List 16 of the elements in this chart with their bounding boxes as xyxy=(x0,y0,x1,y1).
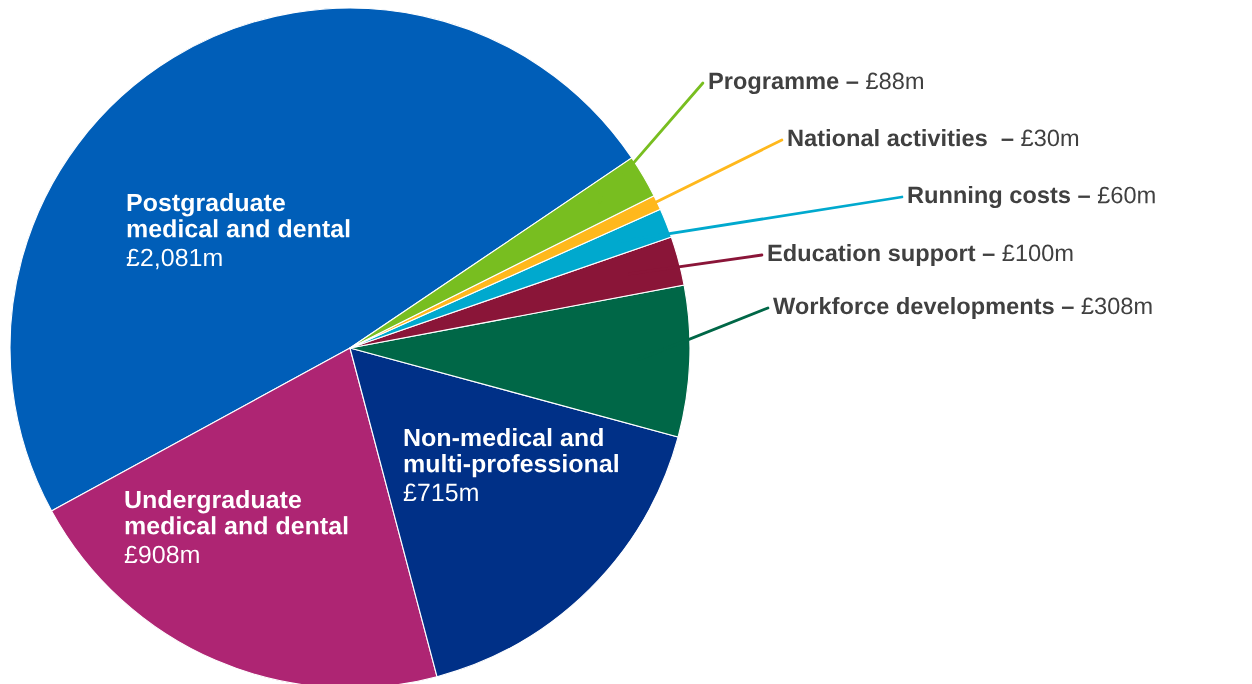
slice-label: Education support – xyxy=(768,244,995,266)
slice-label: Non-medical and multi-professional xyxy=(404,428,618,478)
data-label: £88m xyxy=(866,72,923,90)
slice-label: Running costs – xyxy=(908,185,1090,209)
slice-label: Undergraduate medical and dental xyxy=(125,490,348,535)
data-label: £100m xyxy=(1002,244,1073,262)
slice-label: Postgraduate medical and dental xyxy=(127,193,350,238)
data-label: £908m xyxy=(124,545,199,564)
data-label: £308m xyxy=(1081,297,1152,315)
slice-label: Workforce developments – xyxy=(773,296,1074,319)
data-label: £60m xyxy=(1097,186,1155,204)
data-label: £30m xyxy=(1021,129,1079,147)
data-label: £715m xyxy=(403,483,478,502)
slice-label: National activities – xyxy=(788,128,1014,147)
data-label: £2,081m xyxy=(126,248,222,270)
slice-label: Programme – xyxy=(709,72,859,94)
